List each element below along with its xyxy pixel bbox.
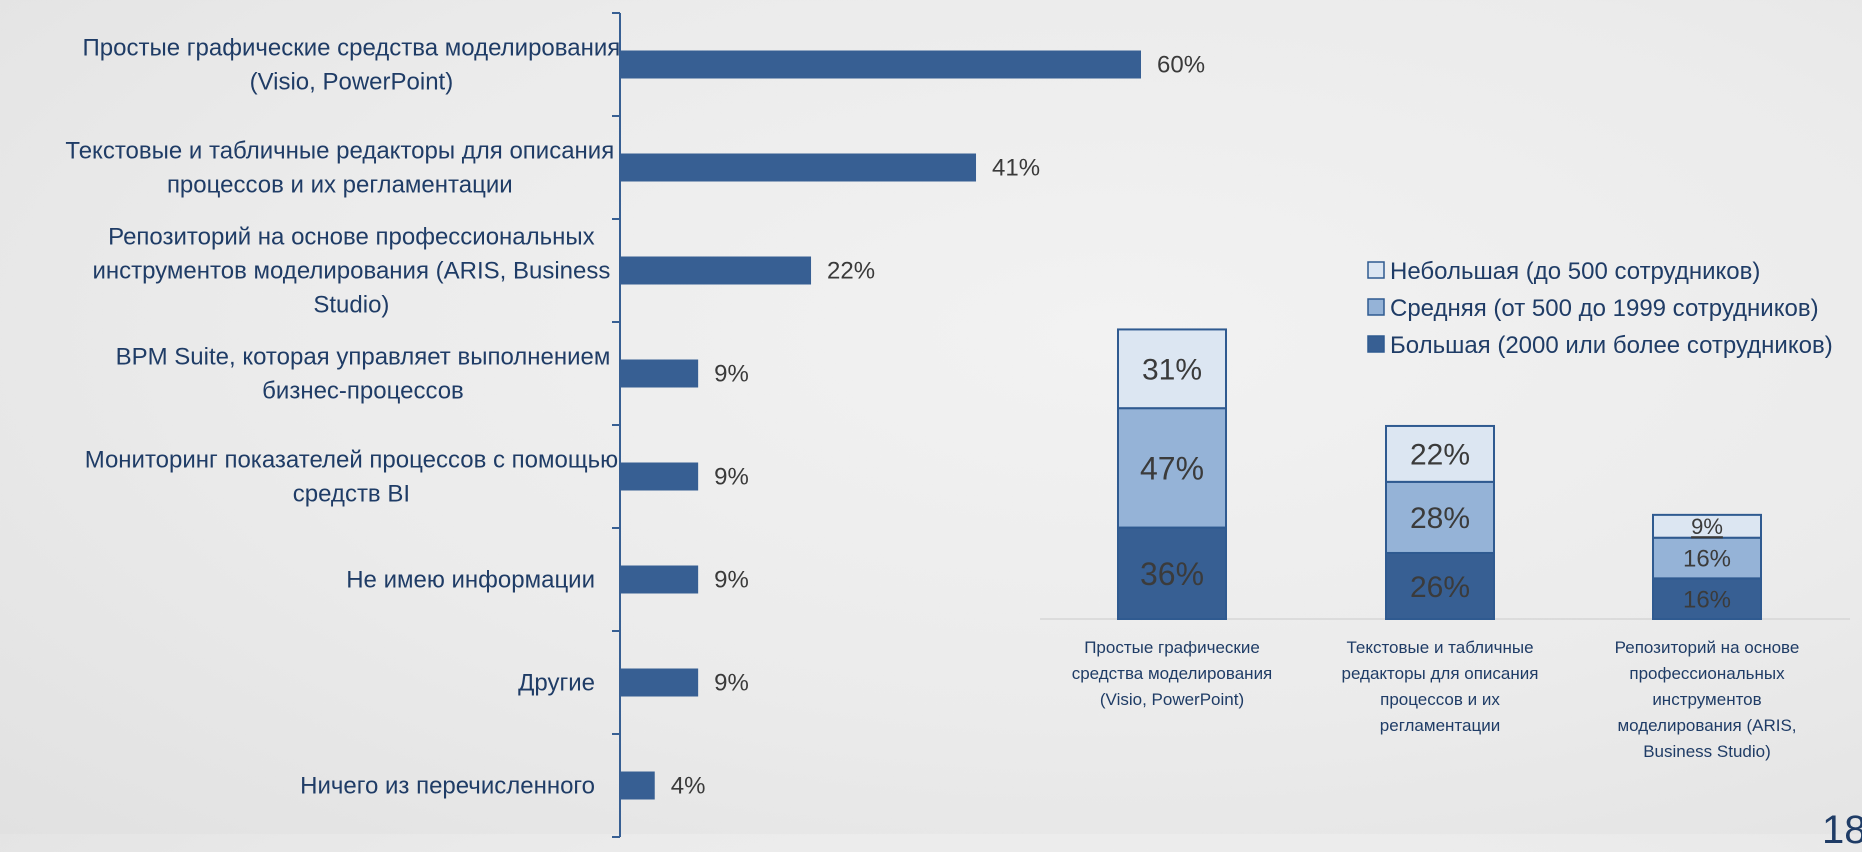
segment-medium: [1385, 480, 1495, 554]
category-label-line: редакторы для описания: [1342, 664, 1539, 683]
legend-label: Большая (2000 или более сотрудников): [1390, 332, 1833, 359]
bar-value-label: 41%: [992, 155, 1040, 182]
legend-swatch: [1367, 261, 1385, 279]
segment-value-label: 31%: [1142, 354, 1202, 387]
category-label-line: Репозиторий на основе профессиональных: [108, 224, 595, 251]
legend-label: Средняя (от 500 до 1999 сотрудников): [1390, 295, 1819, 322]
segment-value-label: 47%: [1140, 450, 1204, 486]
legend-label: Небольшая (до 500 сотрудников): [1390, 258, 1760, 285]
segment-small: [1117, 328, 1227, 410]
category-label: Ничего из перечисленного: [300, 773, 595, 800]
category-label-line: процессов и их: [1380, 690, 1500, 709]
page-number: 18: [1822, 808, 1862, 852]
bar-value-label: 9%: [714, 464, 749, 491]
bar-value-label: 22%: [827, 258, 875, 285]
horizontal-bar-chart: 60% Простые графические средства моделиро…: [65, 12, 1205, 838]
category-label: Репозиторий на основе профессиональных инс…: [1615, 638, 1800, 761]
category-label-line: Studio): [313, 292, 389, 319]
category-label-line: Не имею информации: [346, 567, 595, 594]
segment-value-label: 28%: [1410, 502, 1470, 535]
bar: [620, 153, 977, 182]
legend-swatch: [1367, 335, 1385, 353]
category-label-line: моделирования (ARIS,: [1617, 716, 1796, 735]
category-label: Простые графические средства моделирован…: [83, 35, 621, 96]
category-label-line: (Visio, PowerPoint): [1100, 690, 1244, 709]
category-label-line: Простые графические: [1084, 638, 1260, 657]
bar-value-label: 9%: [714, 361, 749, 388]
category-label-line: Простые графические средства моделирован…: [83, 35, 621, 62]
category-label-line: инструментов моделирования (ARIS, Busine…: [92, 258, 610, 285]
category-label: Мониторинг показателей процессов с помощ…: [85, 447, 618, 508]
segment-value-label: 26%: [1410, 571, 1470, 604]
segment-small: [1385, 424, 1495, 483]
category-label: Не имею информации: [346, 567, 595, 594]
segment-value-label: 16%: [1683, 546, 1731, 573]
segment-small: [1652, 513, 1762, 539]
category-label-line: Мониторинг показателей процессов с помощ…: [85, 447, 618, 474]
bar-value-label: 9%: [714, 567, 749, 594]
bar: [620, 256, 812, 285]
category-label-line: BPM Suite, которая управляет выполнением: [116, 344, 611, 371]
category-label: Текстовые и табличные редакторы для описа…: [1342, 638, 1539, 735]
category-label-line: Business Studio): [1643, 742, 1771, 761]
category-label-line: средств BI: [293, 481, 410, 508]
category-label: Другие: [518, 670, 595, 697]
category-label-line: инструментов: [1652, 690, 1761, 709]
category-label-line: (Visio, PowerPoint): [250, 69, 454, 96]
bar: [620, 50, 1141, 79]
category-label-line: Текстовые и табличные: [1346, 638, 1533, 657]
segment-large: [1652, 577, 1762, 620]
category-label-line: профессиональных: [1629, 664, 1785, 683]
category-label-line: Ничего из перечисленного: [300, 773, 595, 800]
category-label-line: Репозиторий на основе: [1615, 638, 1800, 657]
segment-value-label: 9%: [1691, 514, 1723, 539]
segment-large: [1385, 551, 1495, 621]
category-label-line: Другие: [518, 670, 595, 697]
category-label-line: регламентации: [1380, 716, 1500, 735]
bar: [620, 359, 699, 388]
segment-large: [1117, 526, 1227, 620]
category-label: BPM Suite, которая управляет выполнением…: [116, 344, 611, 405]
category-label-line: процессов и их регламентации: [167, 172, 513, 199]
bar: [620, 668, 699, 697]
bar: [620, 771, 655, 800]
bar: [620, 462, 699, 491]
category-label: Репозиторий на основе профессиональных ин…: [92, 224, 610, 319]
segment-value-label: 22%: [1410, 439, 1470, 472]
segment-medium: [1652, 536, 1762, 580]
segment-value-label: 36%: [1140, 556, 1204, 592]
bar-value-label: 60%: [1157, 52, 1205, 79]
segment-value-label: 16%: [1683, 586, 1731, 613]
bar: [620, 565, 699, 594]
category-label: Простые графические средства моделировани…: [1072, 638, 1273, 709]
category-label: Текстовые и табличные редакторы для опис…: [65, 138, 614, 199]
legend-swatch: [1367, 298, 1385, 316]
bar-value-label: 4%: [671, 773, 706, 800]
category-label-line: бизнес-процессов: [262, 378, 464, 405]
category-label-line: средства моделирования: [1072, 664, 1273, 683]
category-label-line: Текстовые и табличные редакторы для опис…: [65, 138, 614, 165]
stacked-bar-chart: 36% 47% 31% Простые графические средства мод…: [1040, 258, 1850, 761]
bar-value-label: 9%: [714, 670, 749, 697]
segment-medium: [1117, 407, 1227, 529]
